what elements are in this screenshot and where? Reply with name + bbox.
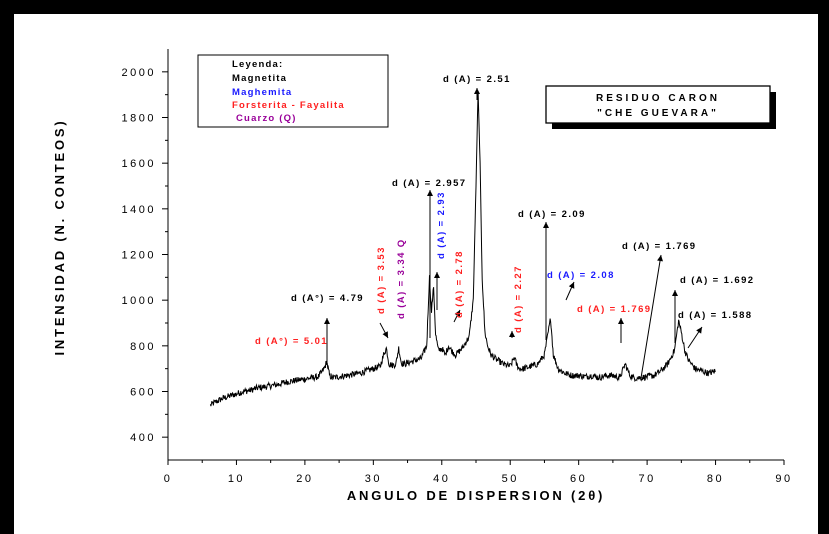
frame-border-top (0, 0, 829, 14)
peak-label: d (A) = 3.53 (376, 246, 387, 314)
legend-item-forsterita: Forsterita - Fayalita (232, 100, 345, 111)
arrow-head (657, 255, 663, 262)
series-line (209, 91, 716, 407)
x-tick-label: 20 (296, 473, 313, 485)
peak-label: d (A) = 2.78 (454, 250, 465, 318)
y-tick-label: 1000 (122, 295, 156, 307)
legend-box (197, 54, 389, 128)
x-tick-label: 80 (707, 473, 724, 485)
arrow-head (696, 327, 702, 334)
y-tick-label: 1800 (122, 113, 156, 125)
peak-label: d (A) = 3.34 Q (396, 238, 407, 319)
y-tick-label: 2000 (122, 67, 156, 79)
legend-item-magnetita: Magnetita (232, 73, 287, 84)
y-tick-label: 400 (130, 432, 156, 444)
peak-label: d (A) = 2.957 (392, 178, 466, 189)
x-tick-label: 10 (228, 473, 245, 485)
y-tick-label: 1600 (122, 158, 156, 170)
peak-label: d (A) = 2.27 (513, 265, 524, 333)
sample-box: RESIDUO CARON "CHE GUEVARA" (545, 85, 776, 129)
peak-label: d (A) = 1.588 (678, 310, 752, 321)
arrow-head (672, 290, 678, 296)
peak-label: d (A°) = 4.79 (291, 293, 364, 304)
x-tick-label: 90 (775, 473, 792, 485)
x-tick-label: 0 (164, 473, 173, 485)
arrow-head (324, 318, 330, 324)
sample-box-line2: "CHE GUEVARA" (597, 108, 719, 119)
peak-label: d (A) = 2.09 (518, 209, 586, 220)
arrow-head (474, 88, 480, 94)
peak-label: d (A°) = 5.01 (255, 336, 328, 347)
series-layer (209, 91, 716, 407)
y-tick-label: 1200 (122, 250, 156, 262)
annotation-arrows (324, 88, 703, 379)
arrow-head (434, 272, 440, 278)
peak-label: d (A) = 1.692 (680, 275, 754, 286)
arrow-shaft (640, 254, 662, 379)
peak-label: d (A) = 2.08 (547, 270, 615, 281)
x-axis-title: ANGULO DE DISPERSION (2θ) (347, 488, 605, 503)
sample-box-line1: RESIDUO CARON (596, 93, 720, 104)
peak-label: d (A) = 2.93 (436, 191, 447, 259)
frame-border-right (818, 0, 829, 534)
legend-item-cuarzo: Cuarzo (Q) (236, 113, 297, 124)
legend-item-maghemita: Maghemita (232, 87, 292, 98)
peak-annotations: d (A) = 2.51 d (A) = 2.957 d (A) = 2.09 d (… (255, 74, 754, 347)
frame-border-left (0, 0, 14, 534)
y-tick-label: 800 (130, 341, 156, 353)
arrow-head (618, 318, 624, 324)
x-tick-label: 60 (570, 473, 587, 485)
legend: Leyenda: Magnetita Maghemita Forsterita … (197, 54, 389, 128)
x-tick-label: 70 (638, 473, 655, 485)
arrow-head (509, 331, 515, 337)
arrow-head (454, 310, 460, 317)
peak-label: d (A) = 1.769 (622, 241, 696, 252)
x-tick-label: 30 (365, 473, 382, 485)
arrow-head (568, 282, 575, 289)
arrow-head (427, 190, 433, 196)
y-tick-label: 600 (130, 387, 156, 399)
y-tick-label: 1400 (122, 204, 156, 216)
sample-box-frame (545, 85, 771, 124)
peak-label: d (A) = 2.51 (443, 74, 511, 85)
legend-title: Leyenda: (232, 59, 283, 70)
arrow-head (382, 331, 388, 338)
x-tick-label: 50 (502, 473, 519, 485)
arrow-head (543, 222, 549, 228)
axes: 0 10 20 30 40 50 60 70 80 90 400 600 800 1000 1200 1400… (122, 49, 792, 485)
y-axis-title: INTENSIDAD (N. CONTEOS) (52, 118, 67, 355)
peak-label: d (A) = 1.769 (577, 304, 651, 315)
x-tick-label: 40 (433, 473, 450, 485)
